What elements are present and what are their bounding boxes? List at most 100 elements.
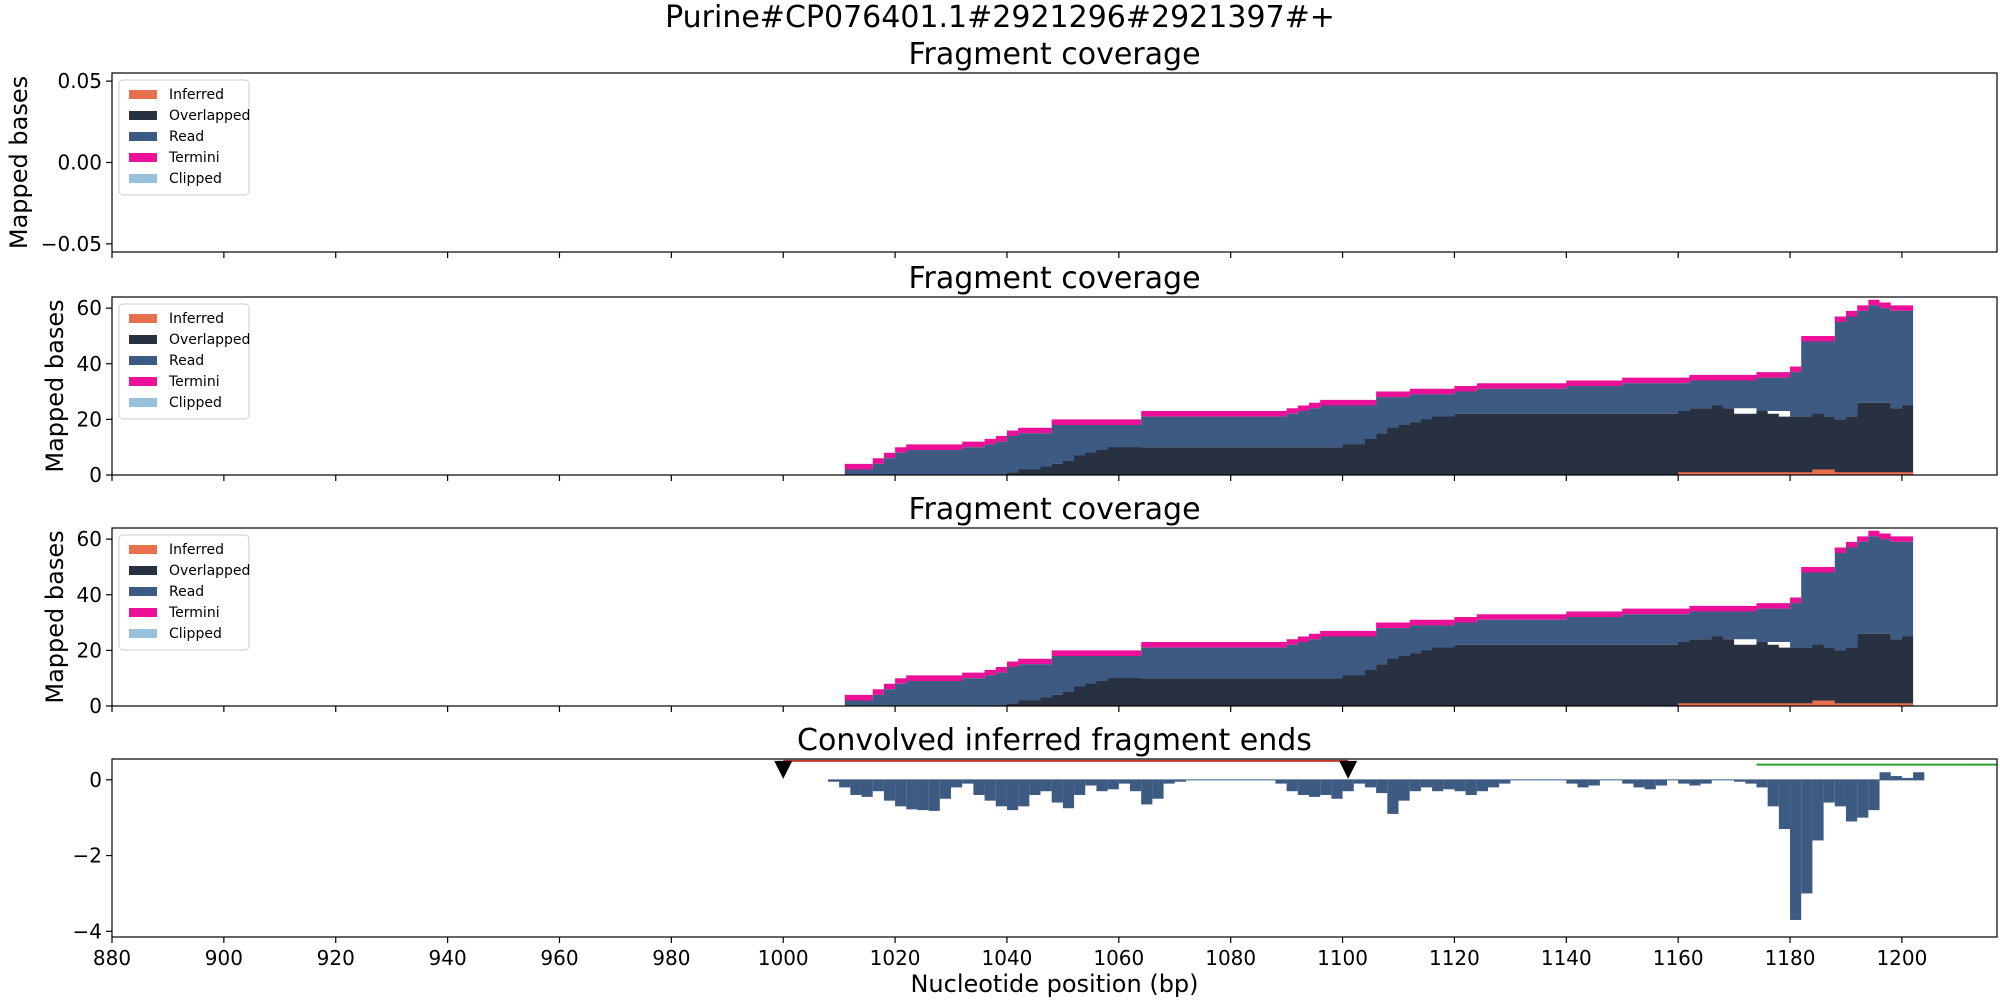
- conv-bar: [1499, 779, 1511, 784]
- conv-bar: [1096, 779, 1108, 792]
- x-tick-label: 940: [429, 946, 467, 970]
- conv-bar: [1577, 779, 1589, 788]
- legend-swatch-overlapped: [129, 335, 157, 344]
- legend-label-overlapped: Overlapped: [169, 108, 250, 124]
- legend-label-read: Read: [169, 584, 204, 600]
- legend-swatch-clipped: [129, 629, 157, 638]
- inferred-area: [1678, 700, 1914, 706]
- conv-bar: [1812, 779, 1824, 841]
- conv-bar: [1320, 779, 1332, 795]
- x-tick-label: 1100: [1317, 946, 1368, 970]
- conv-bar: [1376, 779, 1388, 794]
- conv-bar: [1790, 779, 1802, 920]
- x-tick-label: 1000: [758, 946, 809, 970]
- y-tick-label: 60: [77, 527, 102, 551]
- legend-swatch-clipped: [129, 174, 157, 183]
- x-tick-label: 1080: [1205, 946, 1256, 970]
- y-tick-label: 0: [89, 463, 102, 487]
- read-area: [844, 536, 1914, 706]
- conv-bar: [1163, 779, 1175, 784]
- legend-label-inferred: Inferred: [169, 542, 224, 558]
- y-axis-label: Mapped bases: [41, 530, 69, 703]
- panel-title: Fragment coverage: [908, 492, 1200, 527]
- inferred-area: [1678, 469, 1914, 475]
- conv-bar: [1420, 779, 1433, 788]
- legend-label-overlapped: Overlapped: [169, 332, 250, 348]
- triangle-marker: [1339, 760, 1358, 779]
- figure-title: Purine#CP076401.1#2921296#2921397#+: [665, 0, 1335, 35]
- conv-bar: [1409, 779, 1421, 792]
- y-tick-label: 60: [77, 296, 102, 320]
- y-tick-label: 0.05: [57, 69, 102, 93]
- conv-bar: [1387, 779, 1399, 814]
- conv-bar: [1756, 779, 1768, 788]
- legend-label-termini: Termini: [168, 374, 220, 390]
- x-tick-label: 1020: [870, 946, 921, 970]
- x-tick-label: 900: [205, 946, 243, 970]
- y-tick-label: 0: [89, 694, 102, 718]
- conv-bar: [895, 779, 907, 807]
- conv-bar: [984, 779, 996, 801]
- x-tick-label: 980: [652, 946, 690, 970]
- legend-label-termini: Termini: [168, 605, 220, 621]
- legend-label-clipped: Clipped: [169, 626, 222, 642]
- conv-bar: [1689, 779, 1701, 786]
- conv-bar: [1913, 772, 1925, 780]
- x-tick-label: 1040: [982, 946, 1033, 970]
- y-tick-label: 20: [77, 638, 102, 662]
- conv-bar: [1309, 779, 1321, 797]
- conv-bar: [1040, 779, 1052, 792]
- legend: Inferred Overlapped Read Termini Clipped: [118, 534, 250, 651]
- conv-bar: [1286, 779, 1298, 792]
- conv-bar: [1275, 779, 1287, 784]
- x-tick-label: 1140: [1541, 946, 1592, 970]
- conv-bar: [1018, 779, 1030, 807]
- legend-swatch-overlapped: [129, 111, 157, 120]
- conv-bar: [962, 779, 974, 784]
- conv-bar: [939, 779, 952, 799]
- axes-frame: [111, 758, 1998, 938]
- y-axis-label: Mapped bases: [5, 76, 33, 249]
- x-tick-label: 960: [540, 946, 578, 970]
- legend: Inferred Overlapped Read Termini Clipped: [118, 79, 250, 196]
- conv-bar: [917, 779, 929, 811]
- conv-bar: [928, 779, 940, 811]
- legend-swatch-termini: [129, 608, 157, 617]
- legend-label-inferred: Inferred: [169, 311, 224, 327]
- conv-bar: [1644, 779, 1656, 790]
- legend-swatch-read: [129, 356, 157, 365]
- conv-bar: [850, 779, 862, 795]
- conv-bar: [861, 779, 873, 797]
- legend-label-overlapped: Overlapped: [169, 563, 250, 579]
- conv-bar: [995, 779, 1007, 807]
- conv-bar: [839, 779, 851, 788]
- conv-bar: [1141, 779, 1153, 805]
- conv-bar: [1566, 779, 1578, 784]
- x-tick-label: 1180: [1765, 946, 1816, 970]
- conv-bar: [1118, 779, 1131, 784]
- panel-title: Fragment coverage: [908, 37, 1200, 72]
- conv-bar: [1006, 779, 1019, 811]
- legend-swatch-read: [129, 587, 157, 596]
- conv-bar: [827, 779, 840, 782]
- legend-label-termini: Termini: [168, 150, 220, 166]
- legend-label-inferred: Inferred: [169, 87, 224, 103]
- legend-label-clipped: Clipped: [169, 171, 222, 187]
- conv-bar: [1454, 779, 1466, 792]
- conv-bar: [883, 779, 896, 801]
- x-tick-label: 1160: [1653, 946, 1704, 970]
- legend-box: [118, 303, 250, 420]
- conv-bar: [1901, 777, 1914, 780]
- y-tick-label: −0.05: [41, 232, 102, 256]
- conv-bar: [1297, 779, 1310, 795]
- conv-bar: [1029, 779, 1041, 795]
- x-axis-label: Nucleotide position (bp): [910, 970, 1198, 998]
- conv-bar: [1845, 779, 1858, 822]
- legend-swatch-overlapped: [129, 566, 157, 575]
- legend-swatch-termini: [129, 377, 157, 386]
- conv-bar: [1745, 779, 1757, 784]
- conv-bar: [1107, 779, 1119, 790]
- conv-bar: [973, 779, 985, 795]
- conv-bar: [1868, 779, 1880, 811]
- x-tick-label: 1200: [1876, 946, 1927, 970]
